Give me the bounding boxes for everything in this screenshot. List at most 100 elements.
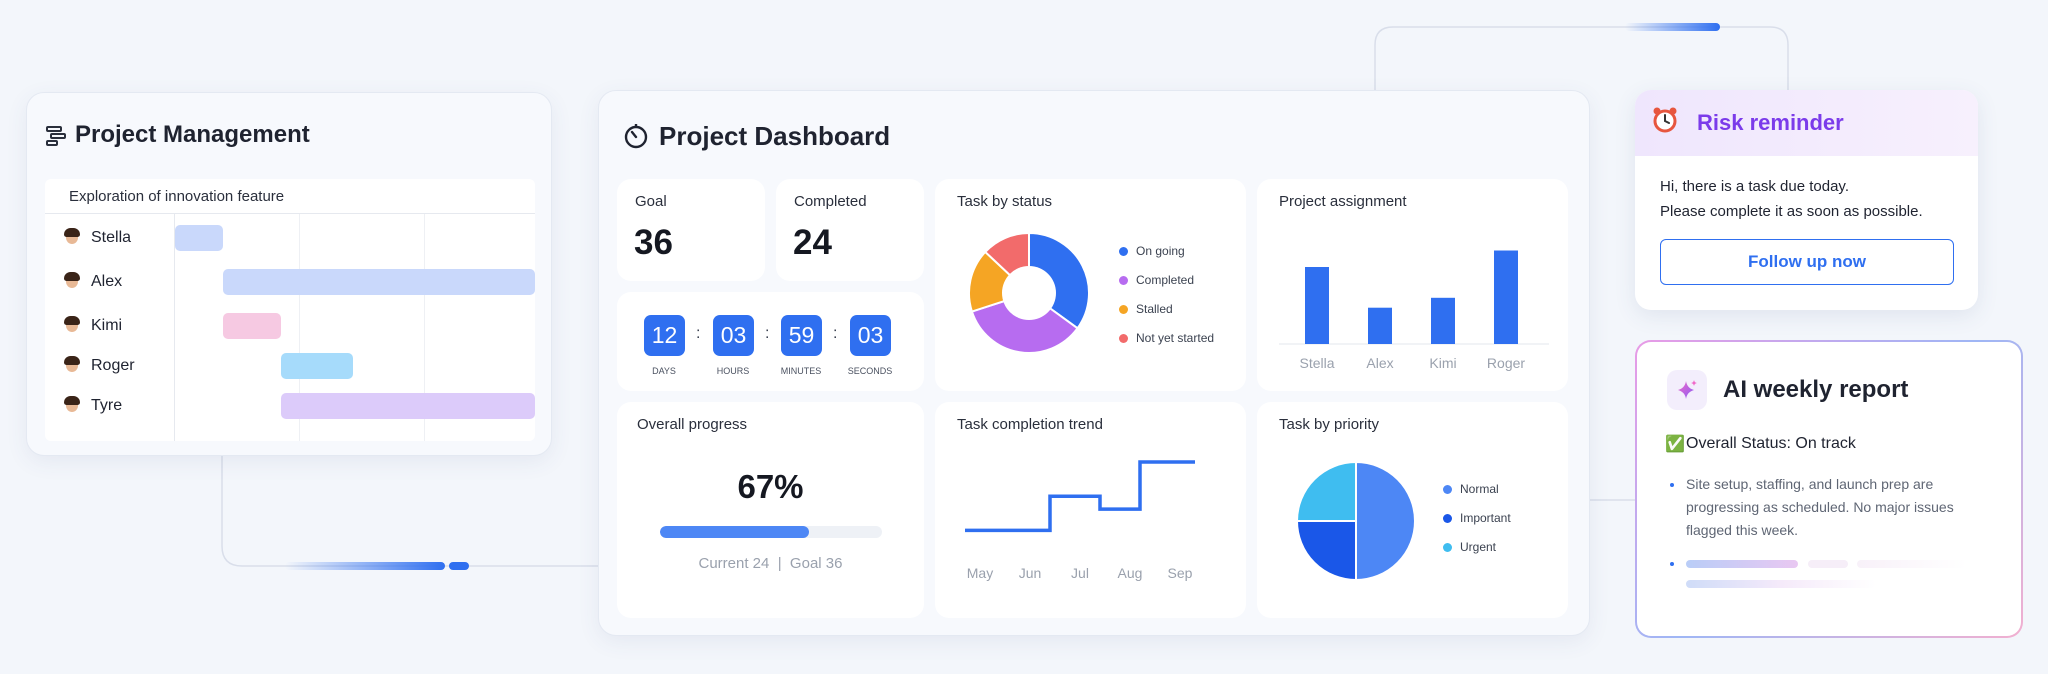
x-tick-label: Sep — [1168, 565, 1193, 581]
legend-dot — [1443, 513, 1452, 523]
avatar — [61, 355, 83, 377]
countdown-minutes: 59 — [781, 315, 822, 356]
x-tick-label: Kimi — [1429, 355, 1456, 371]
avatar — [61, 271, 83, 293]
timer-icon — [624, 124, 648, 149]
legend-item: Important — [1443, 511, 1511, 525]
loading-skeleton — [1808, 560, 1848, 568]
gantt-bar-stella[interactable] — [175, 225, 223, 251]
legend-item: Urgent — [1443, 540, 1496, 554]
legend-dot — [1119, 304, 1128, 314]
card-title: Project assignment — [1279, 193, 1407, 210]
loading-skeleton — [1857, 560, 1967, 568]
project-assignment-card: Project assignment Stella Alex Kimi Roger — [1257, 179, 1568, 391]
ai-card-body: AI weekly report ✅ Overall Status: On tr… — [1637, 342, 2021, 636]
gantt-bar-alex[interactable] — [223, 269, 535, 295]
pie-slice-important[interactable] — [1295, 520, 1357, 582]
gantt-bar-kimi[interactable] — [223, 313, 281, 339]
project-dashboard-panel: Project Dashboard Goal 36 Completed 24 1… — [598, 90, 1590, 636]
person-name: Kimi — [91, 317, 123, 334]
gantt-row-tyre[interactable]: Tyre — [61, 395, 122, 417]
progress-caption: Current 24 | Goal 36 — [698, 555, 843, 572]
legend-dot — [1119, 275, 1128, 285]
completed-card: Completed 24 — [776, 179, 924, 281]
legend-dot — [1119, 333, 1128, 343]
person-name: Alex — [91, 273, 123, 290]
donut-hole — [1002, 266, 1056, 320]
x-tick-label: Roger — [1487, 355, 1525, 371]
x-tick-label: Aug — [1118, 565, 1143, 581]
bullet-dot — [1670, 483, 1674, 487]
legend-label: On going — [1136, 244, 1185, 258]
x-tick-label: Alex — [1366, 355, 1393, 371]
assignment-bar-chart: Stella Alex Kimi Roger — [1279, 250, 1549, 371]
ai-status: Overall Status: On track — [1686, 435, 1856, 452]
countdown-hours: 03 — [713, 315, 754, 356]
risk-message-line2: Please complete it as soon as possible. — [1660, 203, 1923, 220]
avatar — [61, 395, 83, 417]
ai-weekly-report-panel: AI weekly report ✅ Overall Status: On tr… — [1635, 340, 2023, 638]
panel-title: Project Management — [75, 121, 310, 148]
countdown-unit: DAYS — [652, 366, 676, 376]
gantt-row-alex[interactable]: Alex — [61, 271, 122, 293]
countdown-separator: : — [833, 325, 838, 342]
completed-label: Completed — [794, 193, 867, 210]
trend-line-chart: May Jun Jul Aug Sep — [965, 460, 1195, 581]
gantt-icon — [46, 126, 66, 146]
bar-roger[interactable] — [1494, 250, 1518, 345]
legend-item: Completed — [1119, 273, 1194, 287]
avatar — [61, 227, 83, 249]
gantt-row-roger[interactable]: Roger — [61, 355, 135, 377]
pie-slice-normal[interactable] — [1355, 460, 1416, 582]
donut-slice-on-going[interactable] — [1028, 231, 1090, 330]
risk-message-line1: Hi, there is a task due today. — [1660, 178, 1849, 195]
risk-header — [1635, 90, 1978, 156]
gantt-bar-roger[interactable] — [281, 353, 353, 379]
countdown-unit: SECONDS — [847, 366, 893, 376]
avatar — [61, 315, 83, 337]
x-tick-label: May — [967, 565, 993, 581]
legend-item: Stalled — [1119, 302, 1173, 316]
card-title: Task completion trend — [957, 416, 1103, 433]
loading-skeleton — [1686, 560, 1798, 568]
legend-dot — [1119, 246, 1128, 256]
gantt-row-kimi[interactable]: Kimi — [61, 315, 122, 337]
progress-track — [660, 526, 882, 538]
pie-slice-urgent[interactable] — [1295, 460, 1357, 522]
legend-label: Normal — [1460, 482, 1499, 496]
card-title: Overall progress — [637, 416, 748, 433]
gantt-row-stella[interactable]: Stella — [61, 227, 131, 249]
project-management-panel: Project Management Exploration of innova… — [26, 92, 552, 456]
legend-item: On going — [1119, 244, 1185, 258]
legend-label: Completed — [1136, 273, 1195, 287]
trend-line[interactable] — [965, 460, 1195, 533]
legend-item: Not yet started — [1119, 331, 1214, 345]
bar-stella[interactable] — [1305, 267, 1329, 344]
goal-card: Goal 36 — [617, 179, 765, 281]
x-tick-label: Jul — [1071, 565, 1089, 581]
bar-kimi[interactable] — [1431, 297, 1455, 344]
countdown-unit: HOURS — [716, 366, 750, 376]
risk-reminder-panel: Risk reminder Hi, there is a task due to… — [1635, 90, 1978, 310]
card-title: Task by status — [957, 193, 1053, 210]
alarm-clock-icon — [1653, 107, 1677, 133]
ai-summary-text: Site setup, staffing, and launch prep ar… — [1686, 476, 1954, 538]
gantt-bar-tyre[interactable] — [281, 393, 535, 419]
bullet-dot — [1670, 562, 1674, 566]
follow-up-button[interactable]: Follow up now — [1660, 239, 1954, 285]
task-by-status-card: Task by status On going Completed Stalle… — [935, 179, 1246, 391]
donut-slice-completed[interactable] — [970, 291, 1079, 354]
x-tick-label: Jun — [1019, 565, 1042, 581]
goal-label: Goal — [635, 193, 667, 210]
person-name: Tyre — [91, 397, 123, 414]
countdown-days: 12 — [644, 315, 685, 356]
bar-alex[interactable] — [1368, 307, 1392, 344]
loading-skeleton — [1686, 580, 1876, 588]
check-icon: ✅ — [1665, 436, 1685, 453]
legend-label: Important — [1460, 511, 1511, 525]
completed-value: 24 — [793, 223, 832, 262]
legend-label: Urgent — [1460, 540, 1497, 554]
priority-pie-chart — [1295, 460, 1416, 582]
ai-report-title: AI weekly report — [1723, 376, 1909, 403]
